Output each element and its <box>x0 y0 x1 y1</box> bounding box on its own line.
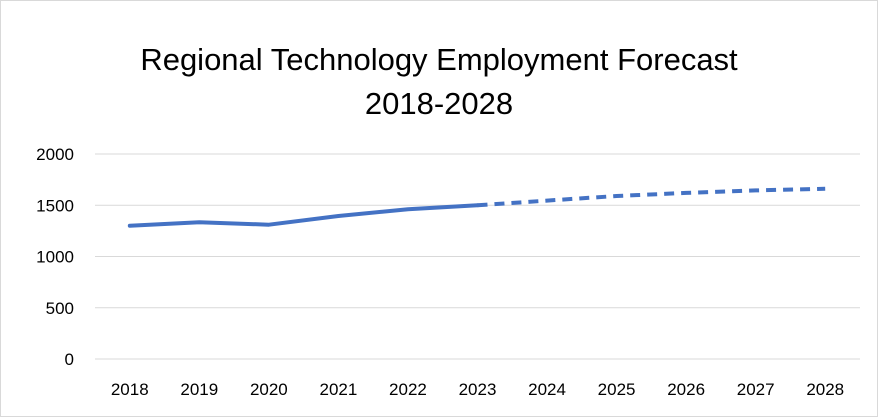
x-tick-label: 2024 <box>528 380 566 399</box>
y-tick-label: 1500 <box>36 196 74 215</box>
chart-title: Regional Technology Employment Forecast … <box>0 38 878 126</box>
x-tick-label: 2019 <box>180 380 218 399</box>
series-line-forecast <box>477 186 826 208</box>
x-tick-label: 2028 <box>806 380 844 399</box>
x-tick-label: 2020 <box>250 380 288 399</box>
data-point <box>406 207 410 211</box>
data-point <box>267 223 271 227</box>
x-axis-labels: 2018 2019 2020 2021 2022 2023 2024 2025 2026 2027… <box>111 380 844 399</box>
chart-subtitle-text: 2018-2028 <box>364 86 514 121</box>
data-point <box>128 224 132 228</box>
series-lines <box>127 186 827 228</box>
chart-title-text: Regional Technology Employment Forecast <box>140 42 738 77</box>
data-point <box>197 220 201 224</box>
y-tick-label: 0 <box>65 350 74 369</box>
data-point <box>336 214 340 218</box>
x-tick-label: 2025 <box>598 380 636 399</box>
data-point <box>545 199 549 203</box>
y-axis-labels: 0 500 1000 1500 2000 <box>36 145 74 369</box>
x-tick-label: 2022 <box>389 380 427 399</box>
x-tick-label: 2026 <box>667 380 705 399</box>
data-point <box>476 203 480 207</box>
y-tick-label: 2000 <box>36 145 74 164</box>
x-tick-label: 2023 <box>459 380 497 399</box>
gridlines <box>95 153 860 360</box>
data-point <box>615 194 619 198</box>
x-tick-label: 2018 <box>111 380 149 399</box>
data-point <box>684 191 688 195</box>
x-tick-label: 2027 <box>737 380 775 399</box>
x-tick-label: 2021 <box>319 380 357 399</box>
series-line-actual <box>127 203 480 228</box>
data-point <box>754 188 758 192</box>
y-tick-label: 500 <box>46 299 74 318</box>
y-tick-label: 1000 <box>36 248 74 267</box>
data-point <box>823 187 827 191</box>
